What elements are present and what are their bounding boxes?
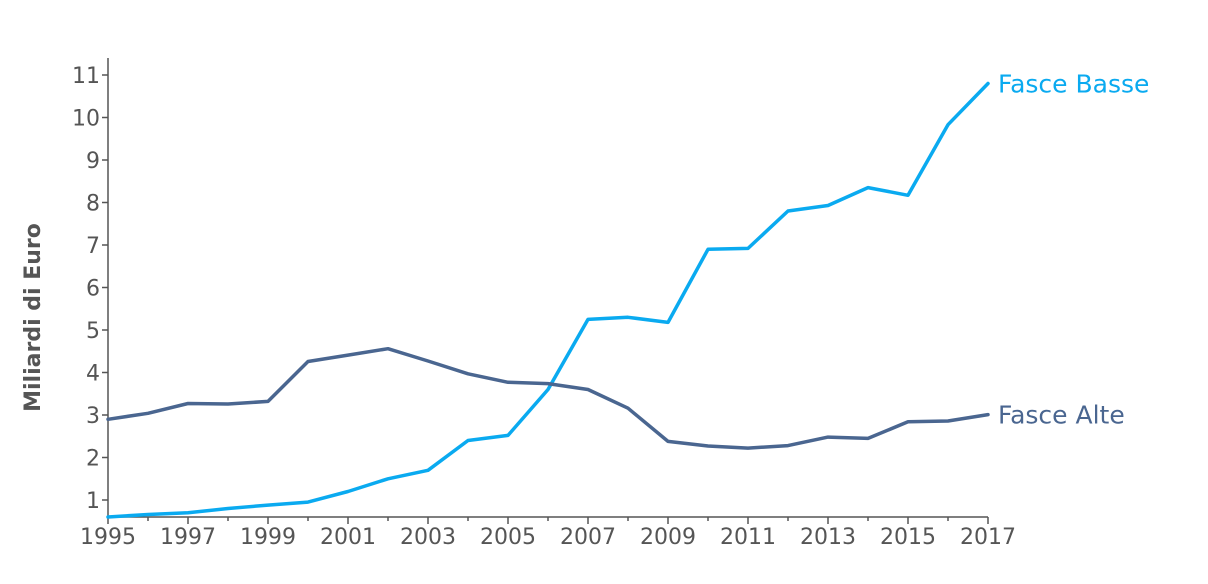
y-tick-label: 9 xyxy=(86,149,100,174)
series-line-fasce-basse xyxy=(106,81,990,519)
x-tick-label: 1997 xyxy=(160,525,216,550)
series-lines: Fasce Basse Fasce Alte xyxy=(106,70,1149,519)
y-tick-label: 11 xyxy=(72,64,100,89)
x-tick-label: 2017 xyxy=(960,525,1016,550)
x-tick-label: 2009 xyxy=(640,525,696,550)
y-tick-label: 6 xyxy=(86,277,100,302)
x-tick-label: 2011 xyxy=(720,525,776,550)
y-tick-label: 7 xyxy=(86,234,100,259)
x-tick-label: 2007 xyxy=(560,525,616,550)
y-tick-label: 3 xyxy=(86,404,100,429)
x-tick-label: 2005 xyxy=(480,525,536,550)
y-tick-label: 5 xyxy=(86,319,100,344)
y-tick-label: 2 xyxy=(86,447,100,472)
series-label-fasce-basse: Fasce Basse xyxy=(998,70,1149,99)
y-tick-label: 1 xyxy=(86,489,100,514)
y-tick-label: 10 xyxy=(72,107,100,132)
series-line-fasce-alte xyxy=(106,346,990,450)
x-tick-label: 2003 xyxy=(400,525,456,550)
x-tick-label: 2001 xyxy=(320,525,376,550)
y-axis: 1 2 3 4 5 6 7 8 9 10 11 xyxy=(72,58,109,517)
x-tick-label: 1995 xyxy=(80,525,136,550)
x-tick-label: 1999 xyxy=(240,525,296,550)
x-axis: 1995 1997 1999 2001 2003 2005 2007 2009 2011 2013… xyxy=(80,516,1016,550)
series-label-fasce-alte: Fasce Alte xyxy=(998,401,1125,430)
x-tick-label: 2013 xyxy=(800,525,856,550)
y-tick-label: 4 xyxy=(86,362,100,387)
x-tick-label: 2015 xyxy=(880,525,936,550)
y-tick-label: 8 xyxy=(86,192,100,217)
y-axis-label: Miliardi di Euro xyxy=(21,223,46,412)
